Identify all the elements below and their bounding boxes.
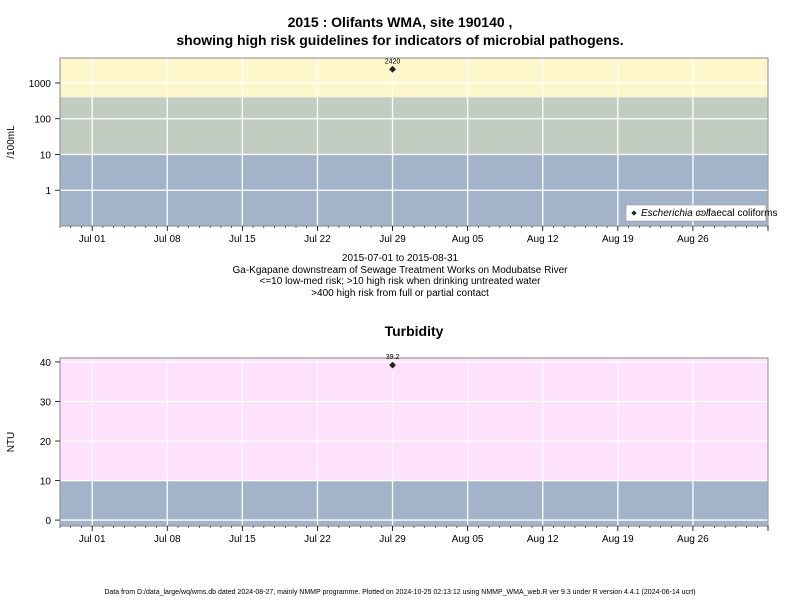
risk-band bbox=[60, 358, 768, 481]
chart-panel-1: Jul 01 Jul 08 Jul 15 Jul 22 Jul 29 Aug 05 Aug … bbox=[6, 57, 777, 245]
chart-title-line2: showing high risk guidelines for indicat… bbox=[176, 32, 624, 48]
x-tick-label: Aug 26 bbox=[677, 234, 709, 245]
y-tick-label: 0 bbox=[45, 516, 51, 527]
y-tick-label: 1000 bbox=[29, 79, 52, 90]
x-tick-label: Aug 05 bbox=[452, 234, 484, 245]
x-tick-label: Aug 19 bbox=[602, 534, 634, 545]
data-source-footer: Data from D:/data_large/wq/wms.db dated … bbox=[104, 589, 696, 596]
y-tick-label: 10 bbox=[40, 150, 52, 161]
caption-date-range: 2015-07-01 to 2015-08-31 bbox=[341, 253, 459, 264]
y-axis-label: /100mL bbox=[6, 125, 17, 159]
x-tick-label: Jul 29 bbox=[379, 534, 406, 545]
legend-box bbox=[625, 204, 767, 222]
risk-band bbox=[60, 480, 768, 526]
risk-band bbox=[60, 58, 768, 98]
chart-title-line1: 2015 : Olifants WMA, site 190140 , bbox=[287, 14, 513, 30]
data-point bbox=[389, 65, 396, 73]
x-tick-label: Jul 22 bbox=[304, 534, 331, 545]
y-tick-label: 100 bbox=[34, 115, 51, 126]
caption-site-description: Ga-Kgapane downstream of Sewage Treatmen… bbox=[232, 264, 568, 276]
legend-label: Escherichia coli bbox=[641, 208, 711, 219]
x-tick-label: Jul 22 bbox=[304, 234, 331, 245]
x-tick-label: Aug 12 bbox=[527, 234, 559, 245]
x-tick-label: Jul 01 bbox=[79, 534, 106, 545]
x-tick-label: Jul 29 bbox=[379, 234, 406, 245]
y-tick-label: 40 bbox=[40, 358, 52, 369]
x-tick-label: Jul 01 bbox=[79, 234, 106, 245]
legend-label: faecal coliforms bbox=[708, 208, 777, 219]
x-tick-label: Jul 08 bbox=[154, 534, 181, 545]
data-value-label: 2420 bbox=[385, 58, 401, 65]
risk-band bbox=[60, 97, 768, 155]
panel-title: Turbidity bbox=[385, 323, 444, 339]
y-tick-label: 30 bbox=[40, 397, 52, 408]
data-point bbox=[389, 361, 396, 369]
x-tick-label: Jul 08 bbox=[154, 234, 181, 245]
x-tick-label: Aug 12 bbox=[527, 534, 559, 545]
y-tick-label: 20 bbox=[40, 437, 52, 448]
x-tick-label: Aug 05 bbox=[452, 534, 484, 545]
legend-marker bbox=[698, 210, 704, 216]
chart-panel-2: Jul 01 Jul 08 Jul 15 Jul 22 Jul 29 Aug 05 Aug … bbox=[6, 323, 769, 545]
x-tick-label: Jul 15 bbox=[229, 234, 256, 245]
y-tick-label: 1 bbox=[45, 186, 51, 197]
chart-caption: 2015-07-01 to 2015-08-31 Ga-Kgapane down… bbox=[0, 253, 800, 299]
caption-drinking-risk: <=10 low-med risk; >10 high risk when dr… bbox=[259, 276, 541, 287]
x-tick-label: Jul 15 bbox=[229, 534, 256, 545]
data-value-label: 39.2 bbox=[386, 354, 400, 361]
legend-marker bbox=[631, 210, 637, 216]
y-tick-label: 10 bbox=[40, 477, 52, 488]
x-tick-label: Aug 26 bbox=[677, 534, 709, 545]
y-axis-label: NTU bbox=[6, 432, 17, 453]
caption-contact-risk: >400 high risk from full or partial cont… bbox=[311, 287, 489, 299]
x-tick-label: Aug 19 bbox=[602, 234, 634, 245]
